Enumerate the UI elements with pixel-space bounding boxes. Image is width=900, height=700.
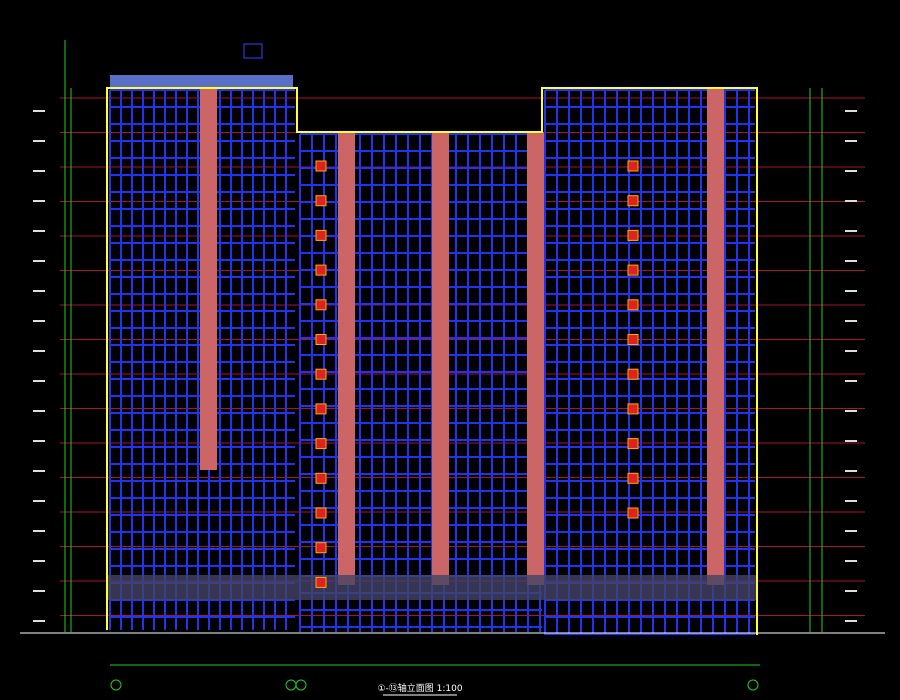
red-window bbox=[315, 576, 327, 588]
level-marker bbox=[33, 560, 45, 562]
building-outline bbox=[106, 87, 758, 635]
axis-bubble bbox=[295, 679, 307, 691]
red-window bbox=[315, 160, 327, 172]
level-marker bbox=[845, 500, 857, 502]
red-window bbox=[315, 229, 327, 241]
red-window bbox=[627, 507, 639, 519]
red-window bbox=[627, 368, 639, 380]
red-window bbox=[627, 229, 639, 241]
level-marker bbox=[33, 320, 45, 322]
level-marker bbox=[33, 380, 45, 382]
level-marker bbox=[33, 350, 45, 352]
level-marker bbox=[33, 500, 45, 502]
red-window bbox=[315, 438, 327, 450]
red-window bbox=[315, 403, 327, 415]
level-marker bbox=[845, 620, 857, 622]
level-marker bbox=[33, 230, 45, 232]
outlines bbox=[106, 87, 758, 635]
level-marker bbox=[845, 590, 857, 592]
red-window bbox=[315, 334, 327, 345]
drawing-title: ①-⑬轴立面图 1:100 bbox=[377, 682, 462, 694]
level-marker bbox=[33, 620, 45, 622]
level-marker bbox=[845, 200, 857, 202]
building bbox=[110, 43, 293, 88]
red-window bbox=[315, 264, 327, 276]
red-window bbox=[315, 195, 327, 207]
level-marker bbox=[845, 170, 857, 172]
level-marker bbox=[33, 200, 45, 202]
level-marker bbox=[845, 320, 857, 322]
roof-band bbox=[110, 75, 293, 88]
level-marker bbox=[845, 140, 857, 142]
dimensions bbox=[20, 40, 885, 691]
level-marker bbox=[33, 590, 45, 592]
window-grids bbox=[107, 88, 757, 635]
level-marker bbox=[845, 110, 857, 112]
level-marker bbox=[845, 290, 857, 292]
roof-box bbox=[243, 43, 263, 59]
red-window bbox=[315, 507, 327, 519]
level-marker bbox=[845, 410, 857, 412]
level-marker bbox=[33, 440, 45, 442]
red-window bbox=[315, 542, 327, 554]
level-marker bbox=[845, 260, 857, 262]
red-window bbox=[627, 299, 639, 311]
red-window bbox=[627, 472, 639, 484]
axis-bubble bbox=[747, 679, 759, 691]
level-marker bbox=[33, 470, 45, 472]
level-marker bbox=[845, 230, 857, 232]
level-marker bbox=[33, 410, 45, 412]
hatch-band bbox=[107, 575, 757, 600]
red-window bbox=[627, 160, 639, 172]
red-window bbox=[627, 334, 639, 345]
red-window bbox=[627, 264, 639, 276]
level-marker bbox=[845, 380, 857, 382]
level-marker bbox=[33, 170, 45, 172]
axis-bubble bbox=[110, 679, 122, 691]
level-marker bbox=[845, 470, 857, 472]
red-window bbox=[315, 368, 327, 380]
pink-column bbox=[432, 132, 449, 585]
pink-column bbox=[527, 132, 544, 585]
level-marker bbox=[845, 560, 857, 562]
red-window bbox=[627, 438, 639, 450]
red-window bbox=[627, 403, 639, 415]
pink-column bbox=[338, 132, 355, 585]
red-window bbox=[315, 472, 327, 484]
level-marker bbox=[33, 530, 45, 532]
red-window bbox=[315, 299, 327, 311]
pink-column bbox=[707, 88, 724, 585]
level-marker bbox=[33, 140, 45, 142]
level-marker bbox=[845, 530, 857, 532]
level-marker bbox=[845, 350, 857, 352]
level-marker bbox=[33, 110, 45, 112]
level-marker bbox=[845, 440, 857, 442]
red-window bbox=[627, 195, 639, 207]
level-marker bbox=[33, 290, 45, 292]
pink-column bbox=[200, 88, 217, 470]
level-marker bbox=[33, 260, 45, 262]
